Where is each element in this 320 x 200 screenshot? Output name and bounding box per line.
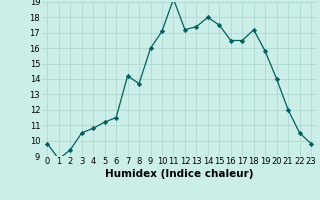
X-axis label: Humidex (Indice chaleur): Humidex (Indice chaleur) [105, 169, 253, 179]
